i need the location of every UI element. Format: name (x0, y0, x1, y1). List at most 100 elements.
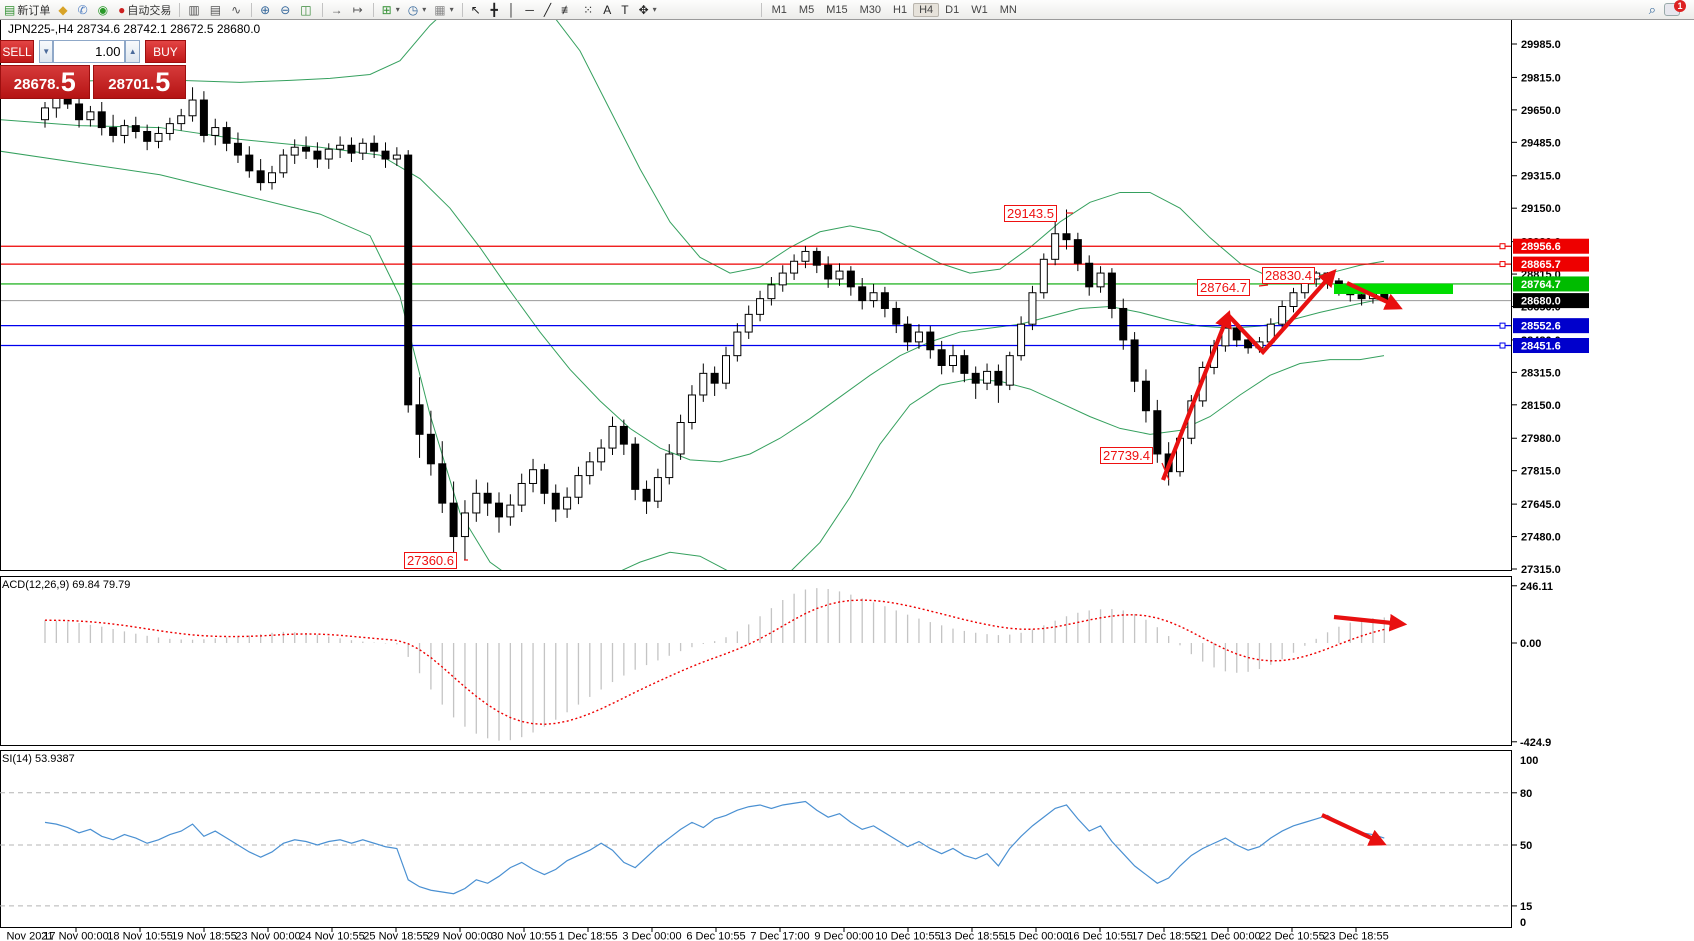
svg-text:1 Dec 18:55: 1 Dec 18:55 (558, 931, 617, 941)
red-arrow[interactable] (1226, 269, 1337, 356)
periods-clock-icon-caret: ▾ (422, 5, 427, 14)
chart-shift-icon[interactable]: → (328, 1, 348, 18)
red-arrow[interactable] (1346, 281, 1403, 310)
candle-body (665, 453, 674, 479)
timeframe-h1[interactable]: H1 (893, 3, 908, 16)
svg-text:29650.0: 29650.0 (1521, 105, 1561, 117)
candle-body (687, 394, 696, 424)
candle-body (358, 142, 367, 154)
svg-text:18 Nov 10:55: 18 Nov 10:55 (107, 931, 172, 941)
timeframe-m15[interactable]: M15 (826, 3, 848, 16)
buy-price-button[interactable]: 28701. 5 (92, 65, 186, 99)
support-icon[interactable]: ✆ (75, 1, 93, 18)
cursor-icon[interactable]: ↖ (468, 1, 486, 18)
candle-body (790, 260, 799, 274)
candle-body (1028, 292, 1037, 325)
svg-text:13 Dec 18:55: 13 Dec 18:55 (939, 931, 1004, 941)
candle-body (926, 331, 935, 351)
timeframe-mn[interactable]: MN (999, 3, 1017, 16)
volume-increase-button[interactable]: ▲ (125, 40, 140, 63)
price-annotation-label[interactable]: 28764.7 (1197, 279, 1250, 296)
price-annotation-label[interactable]: 29143.5 (1004, 205, 1057, 222)
arrows-icon[interactable]: ✥ ▾ (636, 1, 660, 18)
candle-body (438, 463, 447, 504)
hline-handle[interactable] (1499, 243, 1506, 250)
vertical-line-icon[interactable]: │ (505, 1, 521, 18)
price-annotation-label[interactable]: 27739.4 (1100, 447, 1153, 464)
timeframe-m30[interactable]: M30 (859, 3, 882, 16)
volume-decrease-button[interactable]: ▼ (39, 40, 54, 63)
grid-icon[interactable]: ⁙ (580, 1, 598, 18)
timeframe-m5[interactable]: M5 (798, 3, 815, 16)
svg-text:28150.0: 28150.0 (1521, 400, 1561, 412)
templates-icon[interactable]: ▦ ▾ (431, 1, 456, 18)
candle-body (574, 475, 583, 498)
tile-windows-icon[interactable]: ◫ (297, 1, 316, 18)
vertical-line-icon: │ (507, 2, 516, 17)
sell-price-big-digit: 5 (60, 67, 76, 97)
bar-chart-icon[interactable]: ▥ (185, 1, 204, 18)
hline-handle[interactable] (1499, 322, 1506, 329)
text-label-icon[interactable]: T (618, 1, 633, 18)
sell-button[interactable]: SELL (0, 40, 34, 63)
signal-icon: ◉ (97, 2, 109, 17)
zoom-out-icon[interactable]: ⊖ (277, 1, 295, 18)
svg-text:25 Nov 18:55: 25 Nov 18:55 (363, 931, 428, 941)
autotrade-button[interactable]: ● 自动交易 (115, 1, 174, 18)
arrows-icon: ✥ (638, 2, 649, 17)
candle-body (722, 355, 730, 384)
svg-text:10 Dec 10:55: 10 Dec 10:55 (875, 931, 940, 941)
red-arrow[interactable] (1161, 310, 1232, 481)
red-arrow[interactable] (1321, 813, 1387, 846)
candle-body (495, 502, 503, 518)
timeframe-m1[interactable]: M1 (771, 3, 787, 16)
signal-icon[interactable]: ◉ (95, 1, 113, 18)
trend-arrows[interactable] (464, 212, 1408, 846)
timeframe-h4[interactable]: H4 (913, 2, 940, 17)
new-order-button[interactable]: ▤ 新订单 (1, 1, 53, 18)
text-icon[interactable]: A (600, 1, 616, 18)
zoom-out-icon: ⊖ (280, 2, 291, 17)
candle-body (222, 127, 231, 144)
sell-price-main: 28678. (13, 76, 60, 93)
periods-clock-icon[interactable]: ◷ ▾ (405, 1, 430, 18)
line-chart-icon[interactable]: ∿ (228, 1, 246, 18)
svg-text:30 Nov 10:55: 30 Nov 10:55 (491, 931, 556, 941)
red-arrow[interactable] (1333, 613, 1408, 632)
green-zone-rectangle[interactable] (1334, 284, 1453, 294)
notifications-button[interactable]: 1 (1661, 0, 1689, 18)
hline-handle[interactable] (1499, 342, 1506, 349)
price-annotation-label[interactable]: 28830.4 (1262, 267, 1315, 284)
candle-body (653, 477, 662, 502)
price-axis[interactable]: 29985.0 29815.0 29650.0 29485.0 29315.0 29150… (1512, 39, 1589, 576)
candlestick-chart-icon[interactable]: ▤ (207, 1, 226, 18)
trendline-icon: ╱ (543, 2, 552, 17)
hline-handle[interactable] (1499, 261, 1506, 268)
candle-body (313, 150, 322, 160)
trendline-icon[interactable]: ╱ (541, 1, 556, 18)
candle-body (177, 115, 186, 125)
candle-body (256, 170, 265, 184)
svg-text:80: 80 (1520, 788, 1532, 800)
price-annotation-label[interactable]: 27360.6 (404, 552, 457, 569)
zoom-in-icon[interactable]: ⊕ (257, 1, 275, 18)
svg-text:28956.6: 28956.6 (1521, 241, 1561, 253)
fibonacci-icon[interactable]: ≢ (558, 1, 578, 18)
volume-input[interactable] (53, 40, 126, 63)
timeframe-d1[interactable]: D1 (945, 3, 960, 16)
crosshair-icon[interactable]: ╋ (488, 1, 503, 18)
search-icon[interactable]: ⌕ (1648, 1, 1656, 17)
indicators-icon[interactable]: ⊞ ▾ (379, 1, 403, 18)
autoscroll-icon[interactable]: ↦ (350, 1, 368, 18)
candles (41, 81, 1389, 561)
timeframe-w1[interactable]: W1 (971, 3, 988, 16)
sell-price-button[interactable]: 28678. 5 (0, 65, 90, 99)
deposit-icon[interactable]: ◆ (55, 1, 72, 18)
candle-body (869, 292, 878, 302)
svg-text:246.11: 246.11 (1520, 581, 1553, 593)
buy-button[interactable]: BUY (144, 40, 186, 63)
candle-body (1062, 233, 1071, 241)
horizontal-line-icon[interactable]: ─ (522, 1, 539, 18)
